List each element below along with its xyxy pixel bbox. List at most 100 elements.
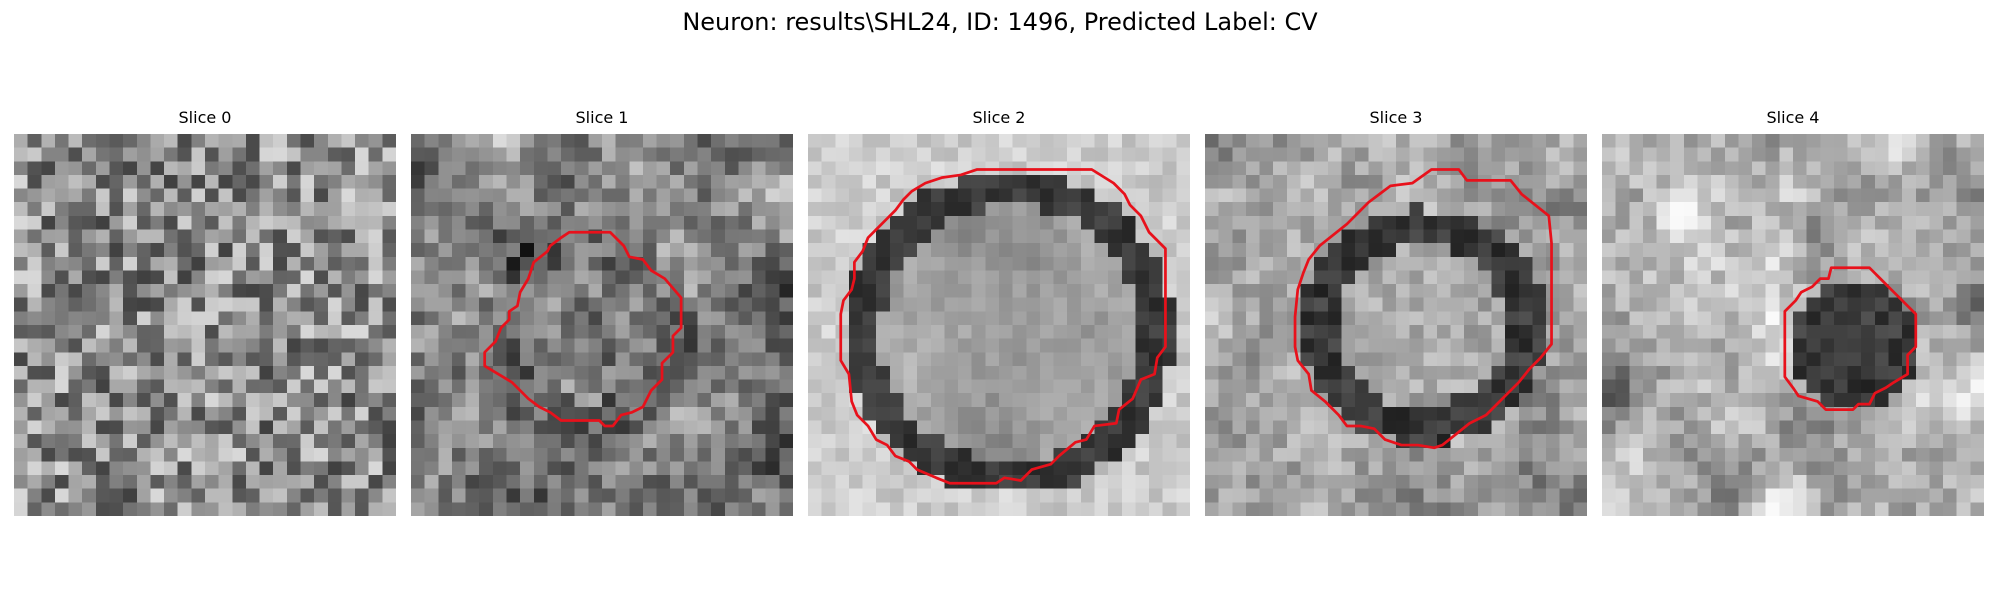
pixel-cell [821, 297, 836, 312]
pixel-cell [1300, 447, 1315, 462]
pixel-cell [382, 311, 396, 326]
pixel-cell [1915, 379, 1930, 394]
pixel-cell [1874, 325, 1889, 339]
pixel-cell [1724, 256, 1739, 271]
pixel-cell [1670, 338, 1685, 353]
pixel-cell [1902, 270, 1917, 285]
pixel-cell [1779, 325, 1794, 339]
pixel-cell [1793, 229, 1807, 244]
pixel-cell [1738, 311, 1753, 326]
pixel-cell [27, 420, 42, 435]
pixel-cell [1602, 393, 1616, 408]
pixel-cell [465, 325, 480, 339]
pixel-cell [1532, 434, 1547, 449]
pixel-cell [68, 420, 83, 435]
pixel-cell [1273, 243, 1288, 258]
pixel-cell [1847, 134, 1862, 148]
pixel-cell [191, 447, 206, 462]
pixel-cell [109, 256, 124, 271]
pixel-cell [1218, 488, 1233, 503]
pixel-cell [602, 434, 616, 449]
pixel-cell [41, 147, 56, 162]
pixel-cell [1806, 297, 1821, 312]
pixel-cell [54, 134, 69, 148]
pixel-cell [1615, 365, 1630, 380]
pixel-cell [1080, 174, 1095, 189]
pixel-cell [1108, 393, 1123, 408]
pixel-cell [821, 461, 836, 476]
pixel-cell [1943, 502, 1957, 516]
pixel-cell [1218, 270, 1233, 285]
pixel-cell [218, 502, 233, 516]
pixel-cell [1956, 161, 1971, 176]
pixel-cell [1205, 202, 1219, 217]
pixel-cell [765, 338, 780, 353]
pixel-cell [1602, 174, 1616, 189]
pixel-cell [1355, 325, 1369, 339]
pixel-cell [1436, 461, 1451, 476]
pixel-cell [1094, 270, 1109, 285]
pixel-cell [1559, 502, 1574, 516]
pixel-cell [1149, 284, 1163, 298]
pixel-cell [27, 406, 42, 421]
pixel-cell [561, 256, 575, 271]
pixel-cell [54, 188, 69, 203]
pixel-cell [1012, 434, 1027, 449]
pixel-cell [821, 229, 836, 244]
pixel-cell [68, 393, 83, 408]
pixel-cell [1861, 161, 1876, 176]
pixel-cell [724, 202, 739, 217]
pixel-cell [273, 134, 288, 148]
pixel-cell [1259, 202, 1274, 217]
pixel-cell [1218, 147, 1233, 162]
pixel-cell [95, 365, 110, 380]
pixel-cell [808, 188, 822, 203]
pixel-cell [1286, 475, 1301, 489]
pixel-cell [177, 229, 192, 244]
pixel-cell [1314, 434, 1329, 449]
pixel-cell [1752, 475, 1766, 489]
pixel-cell [1861, 352, 1876, 367]
pixel-cell [808, 420, 822, 435]
pixel-cell [656, 188, 671, 203]
pixel-cell [1368, 475, 1383, 489]
pixel-cell [1149, 270, 1163, 285]
pixel-cell [1477, 202, 1492, 217]
pixel-cell [232, 215, 247, 230]
pixel-cell [150, 488, 165, 503]
pixel-cell [411, 393, 425, 408]
pixel-cell [1765, 461, 1780, 476]
pixel-cell [533, 202, 548, 217]
pixel-cell [1532, 147, 1547, 162]
pixel-cell [1396, 393, 1410, 408]
pixel-cell [1874, 338, 1889, 353]
pixel-cell [150, 215, 165, 230]
pixel-cell [808, 311, 822, 326]
pixel-cell [1956, 434, 1971, 449]
pixel-cell [54, 406, 69, 421]
pixel-cell [1396, 284, 1410, 298]
pixel-cell [903, 134, 918, 148]
pixel-cell [506, 365, 521, 380]
pixel-cell [1314, 215, 1329, 230]
pixel-cell [917, 297, 932, 312]
pixel-cell [779, 174, 793, 189]
pixel-cell [903, 229, 918, 244]
pixel-cell [547, 365, 562, 380]
pixel-cell [944, 393, 959, 408]
pixel-cell [14, 134, 28, 148]
pixel-cell [382, 475, 396, 489]
pixel-cell [136, 243, 151, 258]
pixel-cell [876, 284, 891, 298]
pixel-cell [1232, 365, 1247, 380]
pixel-cell [808, 447, 822, 462]
pixel-cell [711, 229, 726, 244]
pixel-cell [561, 270, 575, 285]
pixel-cell [150, 379, 165, 394]
pixel-cell [1491, 243, 1506, 258]
pixel-cell [465, 134, 480, 148]
pixel-cell [1232, 447, 1247, 462]
pixel-cell [492, 188, 507, 203]
pixel-cell [1793, 256, 1807, 271]
pixel-cell [1162, 420, 1177, 435]
